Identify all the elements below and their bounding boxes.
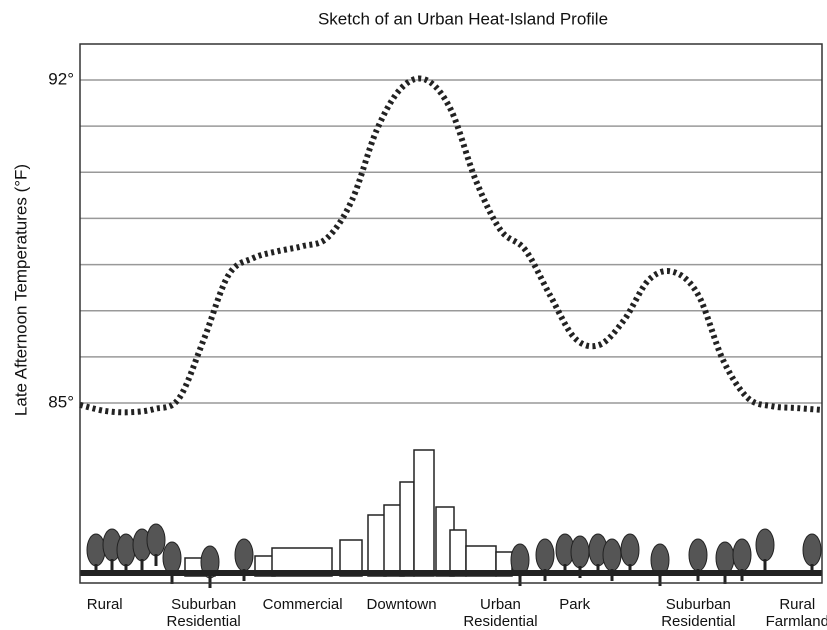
tree-trunk [209, 576, 212, 588]
x-tick-label: Downtown [354, 596, 450, 613]
y-axis-label: Late Afternoon Temperatures (°F) [11, 164, 30, 416]
tree [235, 539, 253, 571]
chart-title: Sketch of an Urban Heat-Island Profile [318, 9, 608, 28]
tree-trunk [764, 559, 767, 571]
tree [716, 542, 734, 574]
x-tick-label: Suburban Residential [650, 596, 746, 630]
x-tick-label: Commercial [255, 596, 351, 613]
building [414, 450, 434, 576]
tree [756, 529, 774, 561]
page: {"chart_data": { "type": "line", "title"… [0, 0, 827, 628]
tree [571, 536, 589, 568]
tree [733, 539, 751, 571]
tree [117, 534, 135, 566]
building [400, 482, 414, 576]
x-tick-label: Rural Farmland [749, 596, 827, 630]
chart: Sketch of an Urban Heat-Island Profile L… [0, 0, 827, 628]
tree-trunk [111, 559, 114, 571]
tree-trunk [141, 559, 144, 571]
tree-trunk [155, 554, 158, 566]
tree [163, 542, 181, 574]
plot-frame [80, 44, 822, 583]
tree [603, 539, 621, 571]
x-tick-label: Park [527, 596, 623, 613]
x-tick-label: Rural [57, 596, 153, 613]
x-tick-label: Suburban Residential [156, 596, 252, 630]
temperature-line [80, 78, 822, 412]
tree [87, 534, 105, 566]
tree [536, 539, 554, 571]
building [450, 530, 466, 576]
city-silhouette [80, 450, 822, 588]
y-tick-label: 92° [48, 69, 74, 88]
y-tick-label: 85° [48, 393, 74, 412]
ground [80, 570, 822, 576]
tree [147, 524, 165, 556]
tree [621, 534, 639, 566]
tree [689, 539, 707, 571]
tree [803, 534, 821, 566]
